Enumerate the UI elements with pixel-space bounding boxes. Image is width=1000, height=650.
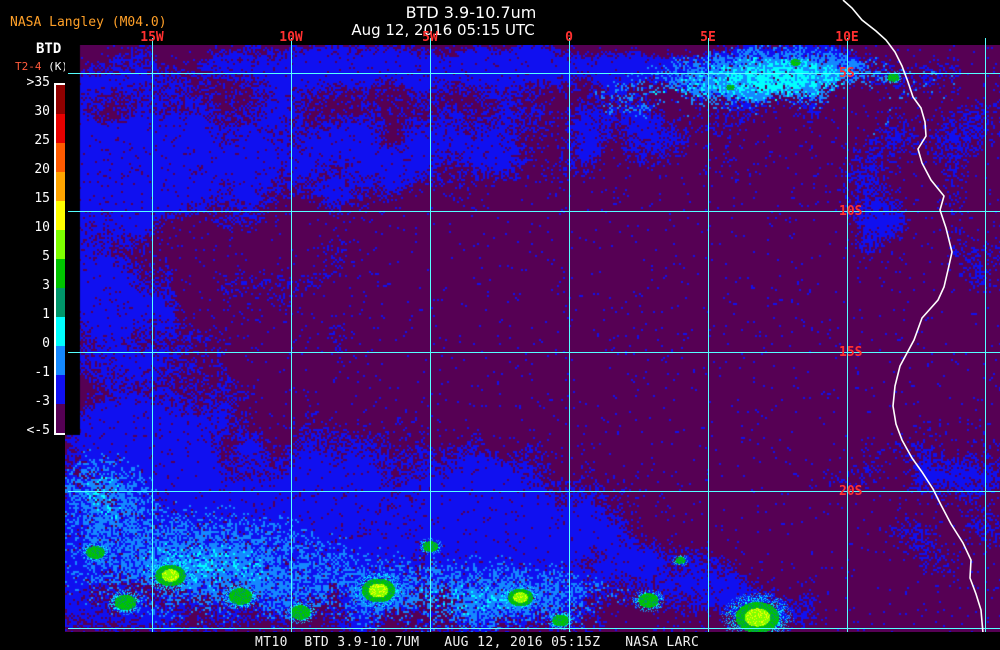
footer-caption-bar [0,632,1000,650]
colorbar-tick-labels: >35 30 25 20 15 10 5 3 1 0 -1 -3 <-5 [0,0,50,650]
colorbar-tick-label: 30 [34,104,50,119]
colorbar-tick-label: 25 [34,133,50,148]
page-title: BTD 3.9-10.7um [405,3,537,22]
colorbar-units: T2-4 (K) [15,60,68,73]
gridline-meridian [569,38,570,632]
gridline-parallel [68,73,1000,74]
colorbar-units-quantity: T2-4 [15,60,42,73]
meridian-label: 5E [700,30,716,45]
colorbar-units-kelvin: (K) [41,60,68,73]
gridline-parallel [68,352,1000,353]
colorbar-tick-label: -1 [34,365,50,380]
meridian-label: 5W [422,30,438,45]
colorbar-tick-label: >35 [26,75,50,90]
meridian-label: 15W [140,30,164,45]
parallel-label: 15S [839,345,863,360]
colorbar-tick-label: 3 [42,278,50,293]
meridian-label: 0 [565,30,573,45]
gridline-meridian [985,38,986,632]
colorbar-title: BTD [36,41,62,57]
gridline-parallel [68,211,1000,212]
colorbar-tick-label: 15 [34,191,50,206]
colorbar-tick-label: -3 [34,394,50,409]
gridline-meridian [152,38,153,632]
parallel-label: 10S [839,204,863,219]
colorbar-tick-label: 0 [42,336,50,351]
gridline-parallel [68,491,1000,492]
page-subtitle: Aug 12, 2016 05:15 UTC [351,21,535,39]
footer-caption: MT10 BTD 3.9-10.7UM AUG 12, 2016 05:15Z … [255,635,700,650]
gridline-parallel [68,628,1000,629]
meridian-label: 10W [279,30,303,45]
meridian-label: 10E [835,30,859,45]
parallel-label: 5S [839,66,855,81]
gridline-meridian [291,38,292,632]
colorbar-tick-label: 20 [34,162,50,177]
colorbar-tick-label: 5 [42,249,50,264]
colorbar-tick-label: 1 [42,307,50,322]
colorbar-tick-label: <-5 [26,423,50,438]
parallel-label: 20S [839,484,863,499]
source-label: NASA Langley (M04.0) [10,15,167,30]
colorbar-tick-label: 10 [34,220,50,235]
gridline-meridian [708,38,709,632]
gridline-meridian [430,38,431,632]
